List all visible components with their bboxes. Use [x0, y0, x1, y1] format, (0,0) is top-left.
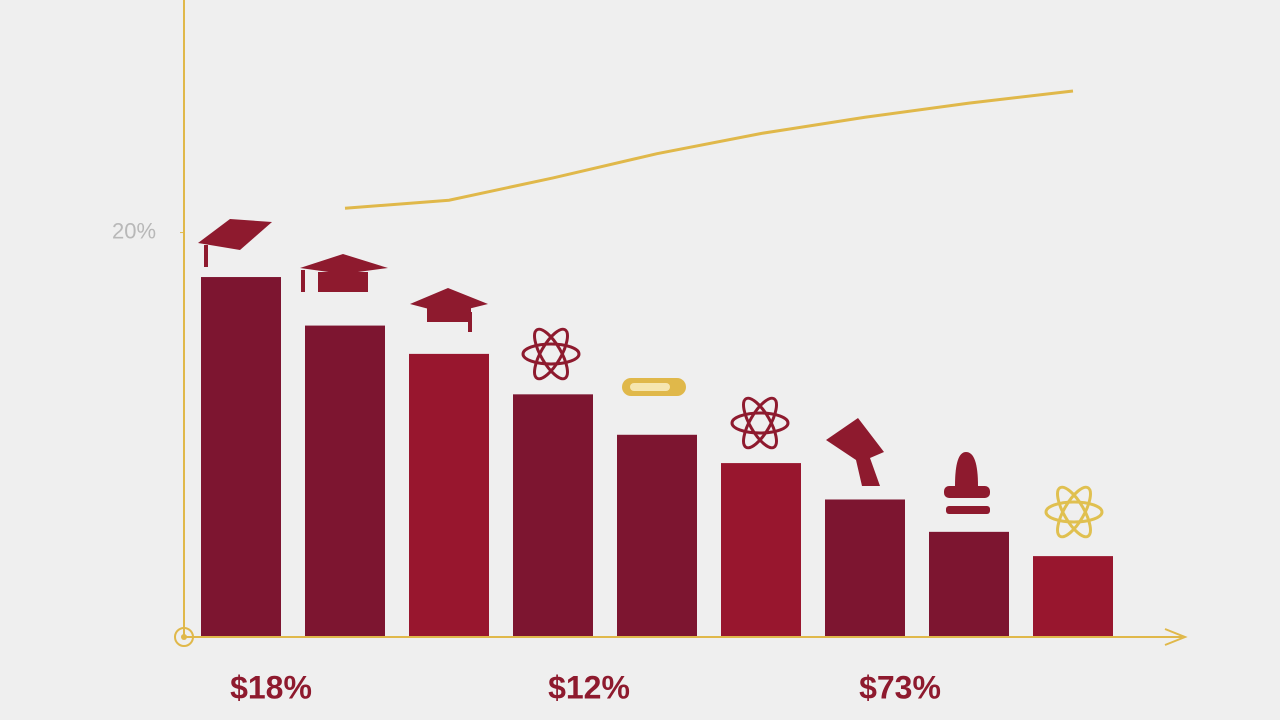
atom-icon [1044, 485, 1104, 539]
bar [825, 499, 905, 637]
atom-icon [730, 396, 790, 450]
tool-icon [826, 418, 884, 486]
axis-origin [174, 627, 194, 647]
cap-icon [204, 245, 208, 267]
bar [201, 277, 281, 637]
cap-icon [427, 306, 471, 322]
bar [929, 531, 1009, 637]
cap-icon [468, 312, 472, 332]
bell-icon [946, 506, 990, 514]
atom-icon [521, 327, 581, 381]
cap-icon [301, 270, 305, 292]
cap-icon [300, 254, 388, 274]
annotation: $73% [859, 669, 941, 705]
icons [198, 219, 1104, 539]
annotation: $18% [230, 669, 312, 705]
bar [409, 353, 489, 637]
cap-icon [318, 272, 368, 292]
axis-origin-dot [181, 634, 187, 640]
bar [513, 394, 593, 637]
capsule-icon [630, 383, 670, 391]
y-tick-label: 20% [112, 218, 156, 243]
bell-icon [944, 486, 990, 498]
annotation: $12% [548, 669, 630, 705]
cap-icon [198, 219, 272, 250]
bar [721, 463, 801, 637]
bar [617, 434, 697, 637]
bell-icon [955, 452, 978, 486]
trend-line [344, 89, 1074, 210]
bar [1033, 556, 1113, 637]
x-axis-arrow [1164, 628, 1188, 646]
bar [305, 325, 385, 637]
